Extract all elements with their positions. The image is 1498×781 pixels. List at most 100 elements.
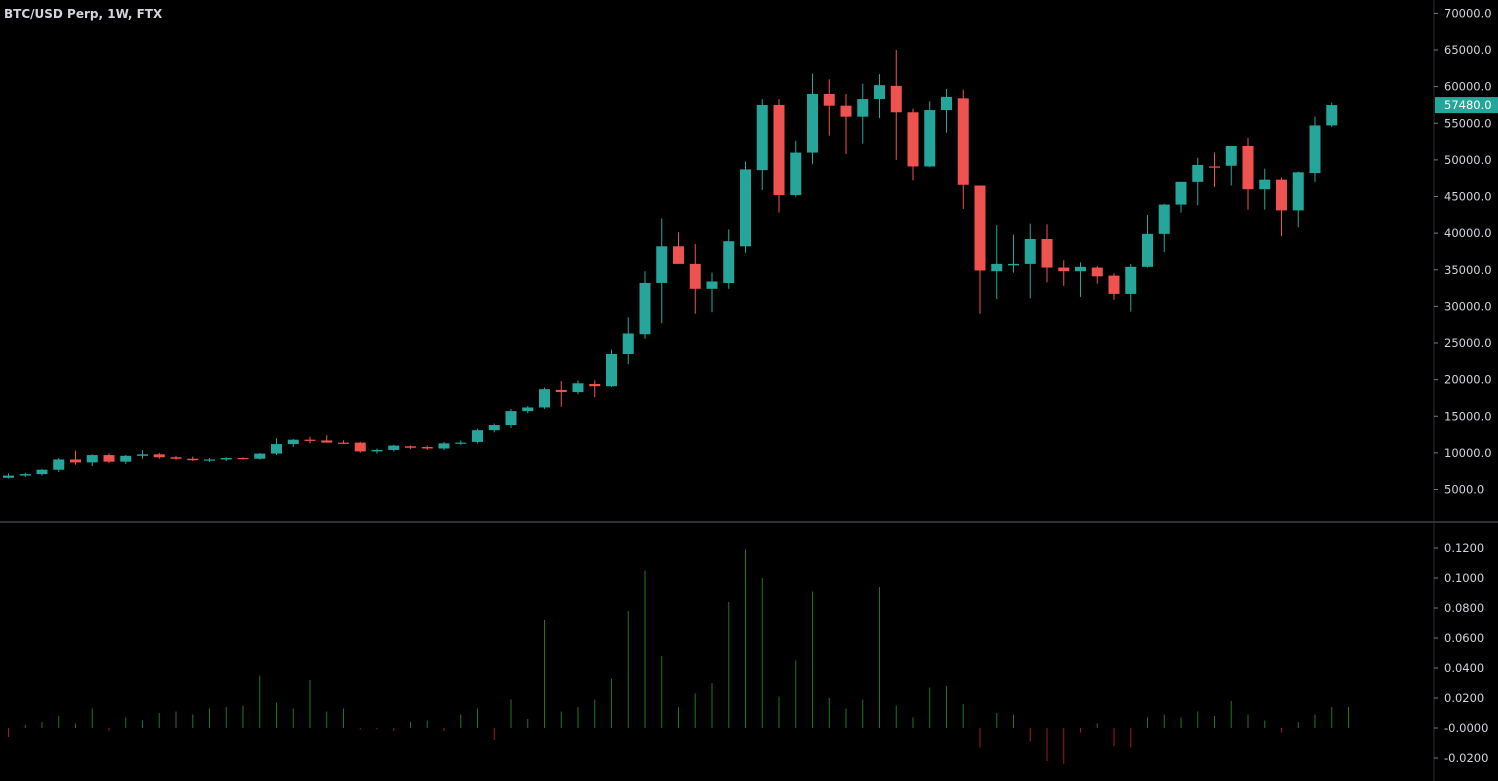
candle-body (756, 104, 768, 171)
indicator-tick-label: 0.0600 (1444, 631, 1484, 645)
candle-body (170, 457, 182, 459)
candle (1309, 116, 1321, 182)
candle-body (1292, 172, 1304, 211)
candle (405, 445, 416, 450)
indicator-tick-label: 0.1000 (1444, 571, 1484, 585)
price-tick-label: 10000.0 (1444, 446, 1492, 460)
candle (522, 405, 534, 414)
candle (991, 225, 1003, 300)
candle-body (405, 446, 416, 448)
candle-body (740, 169, 751, 247)
candle-body (120, 455, 132, 462)
indicator-tick-label: -0.0000 (1444, 721, 1488, 735)
candle (890, 50, 902, 160)
candle-body (1142, 233, 1153, 267)
candlestick-series (3, 50, 1338, 479)
candle (170, 455, 182, 461)
candle (187, 456, 199, 461)
candle (103, 453, 115, 464)
price-tick-label: 30000.0 (1444, 299, 1492, 313)
candle (204, 458, 215, 462)
candle (673, 232, 684, 264)
candle-body (706, 281, 718, 289)
candle-body (1192, 165, 1204, 182)
candle (338, 440, 349, 445)
candle (488, 423, 500, 433)
candle (1326, 102, 1338, 127)
indicator-tick-label: 0.1200 (1444, 541, 1484, 555)
candle-body (857, 99, 869, 117)
price-tick-label: 70000.0 (1444, 6, 1492, 20)
candle-body (53, 459, 65, 470)
candle-body (673, 246, 684, 264)
candle (1242, 137, 1254, 210)
candle-body (1259, 179, 1271, 190)
candle (773, 99, 785, 213)
candle-body (840, 105, 852, 117)
candle-body (555, 389, 567, 393)
candle-body (1091, 267, 1103, 277)
candle (321, 435, 333, 443)
price-tick-label: 20000.0 (1444, 373, 1492, 387)
candle-body (455, 442, 467, 444)
price-plot-area[interactable] (0, 0, 1434, 522)
candle-body (421, 447, 433, 449)
indicator-axis[interactable]: 0.1200 0.1000 0.0800 0.0600 0.0400 0.0200 -0.0… (1434, 541, 1488, 765)
candle (70, 450, 81, 465)
candle-body (1108, 275, 1120, 294)
price-tick-label: 25000.0 (1444, 336, 1492, 350)
candle-body (957, 98, 969, 185)
candle-body (204, 459, 215, 461)
indicator-tick-label: 0.0200 (1444, 691, 1484, 705)
candle-body (237, 458, 249, 460)
candle (1008, 234, 1019, 273)
candle-body (388, 445, 400, 450)
candle-body (321, 440, 333, 443)
candle (823, 79, 835, 136)
candle-body (924, 110, 936, 167)
candle-body (1242, 145, 1254, 190)
candle (740, 161, 751, 253)
candle-body (991, 263, 1003, 272)
candle (1276, 177, 1287, 237)
candle (723, 229, 735, 289)
candle (1091, 266, 1103, 284)
last-price-label: 57480.0 (1444, 98, 1492, 112)
chart-title: BTC/USD Perp, 1W, FTX (4, 7, 163, 21)
candle-body (3, 475, 14, 478)
price-pane[interactable] (0, 0, 1434, 522)
candle-body (1024, 238, 1036, 264)
candle-body (1225, 145, 1237, 166)
candle-body (807, 93, 818, 153)
candle-body (86, 455, 98, 463)
candle-body (220, 458, 232, 460)
price-tick-label: 50000.0 (1444, 153, 1492, 167)
candle-body (287, 439, 299, 445)
price-axis[interactable]: 70000.0 65000.0 60000.0 55000.0 50000.0 45000… (1434, 6, 1492, 497)
candle-body (1008, 263, 1019, 266)
candle (572, 380, 584, 395)
candle (539, 387, 550, 409)
price-tick-label: 15000.0 (1444, 409, 1492, 423)
candle-body (622, 333, 634, 354)
candle (438, 441, 450, 450)
candle-body (1041, 238, 1053, 268)
candle (153, 452, 165, 459)
candle-body (103, 455, 115, 462)
candle (1259, 168, 1271, 210)
candle (1225, 145, 1237, 186)
candle (3, 473, 14, 479)
price-tick-label: 65000.0 (1444, 43, 1492, 57)
candle-body (890, 85, 902, 113)
candle (237, 457, 249, 460)
candle-body (823, 93, 835, 106)
candle (1292, 171, 1304, 228)
candle (957, 89, 969, 209)
candle (1024, 223, 1036, 299)
candle (639, 271, 651, 339)
candle-body (589, 384, 601, 387)
candle (455, 440, 467, 445)
candle (421, 445, 433, 450)
candle-body (488, 425, 500, 431)
